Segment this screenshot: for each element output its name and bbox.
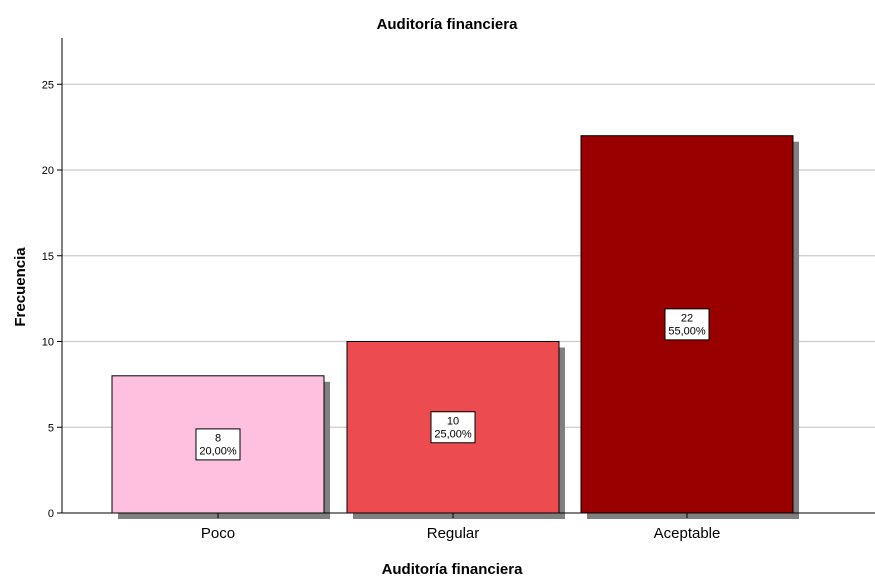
data-label-box xyxy=(664,308,710,341)
y-tick-label: 15 xyxy=(42,251,54,263)
data-label-percent: 20,00% xyxy=(199,445,237,457)
y-tick-label: 25 xyxy=(42,79,54,91)
data-label-percent: 55,00% xyxy=(668,325,706,337)
x-axis-ticks: Poco Regular Aceptable xyxy=(201,513,720,542)
x-tick-label: Regular xyxy=(427,525,480,542)
y-axis-ticks: 0 5 10 15 20 25 xyxy=(42,79,62,520)
y-tick-label: 5 xyxy=(48,422,54,434)
data-label-count: 22 xyxy=(681,312,693,324)
y-axis-title: Frecuencia xyxy=(12,247,29,327)
chart-title: Auditoría financiera xyxy=(377,16,519,33)
x-tick-label: Poco xyxy=(201,525,235,542)
y-tick-label: 0 xyxy=(48,508,54,520)
x-axis-title: Auditoría financiera xyxy=(382,561,524,578)
y-tick-label: 10 xyxy=(42,337,54,349)
y-tick-label: 20 xyxy=(42,165,54,177)
x-tick-label: Aceptable xyxy=(654,525,721,542)
data-label-count: 10 xyxy=(447,415,459,427)
data-label-box xyxy=(195,428,241,461)
data-label-count: 8 xyxy=(215,432,221,444)
data-label-box xyxy=(430,411,476,444)
data-label-percent: 25,00% xyxy=(434,428,472,440)
